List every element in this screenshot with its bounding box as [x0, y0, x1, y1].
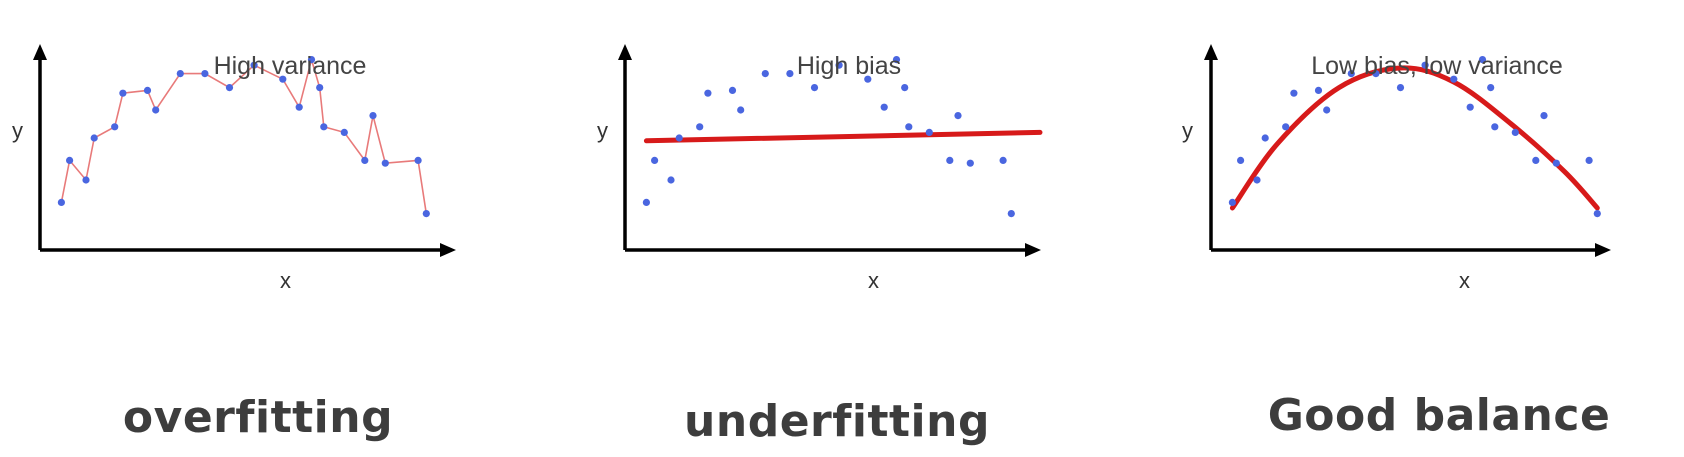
data-point — [320, 123, 328, 131]
x-axis-label: x — [868, 268, 879, 293]
data-point — [90, 134, 98, 142]
y-axis-label: y — [597, 118, 608, 143]
y-axis-label: y — [1182, 118, 1193, 143]
data-point — [1450, 75, 1458, 83]
y-axis-arrowhead — [1204, 44, 1218, 60]
data-point — [642, 198, 650, 206]
data-point — [201, 70, 209, 78]
chart-panel-good-balance: Low bias, low variance y x Good balance — [1171, 0, 1684, 457]
data-point — [1396, 84, 1405, 92]
caption-good-balance: Good balance — [1267, 390, 1611, 441]
data-point — [651, 156, 659, 164]
x-axis-arrowhead — [1025, 243, 1041, 257]
data-point — [82, 176, 90, 184]
caption-overfitting: overfitting — [122, 392, 394, 443]
data-point — [1540, 112, 1548, 120]
data-point — [737, 106, 745, 114]
data-point — [1323, 106, 1331, 114]
data-point — [307, 56, 316, 64]
chart-title: Low bias, low variance — [1311, 52, 1563, 80]
data-point — [667, 176, 675, 184]
data-point — [279, 75, 287, 83]
overfit-line — [60, 56, 428, 214]
data-point — [381, 159, 389, 167]
data-point — [761, 70, 769, 78]
y-axis-label: y — [12, 118, 23, 143]
data-point — [728, 86, 737, 94]
data-point — [250, 61, 258, 69]
data-point — [1253, 176, 1261, 184]
data-point — [954, 112, 962, 120]
data-point — [892, 56, 901, 64]
data-point — [1372, 70, 1380, 78]
data-point — [675, 134, 683, 142]
data-point — [1228, 198, 1236, 206]
chart-panel-high-variance: High variance y x overfitting — [0, 0, 561, 457]
data-point — [176, 70, 184, 78]
data-point — [1237, 156, 1245, 164]
data-point — [1552, 159, 1560, 167]
x-axis-arrowhead — [1595, 243, 1611, 257]
x-axis-arrowhead — [440, 243, 456, 257]
data-point — [1511, 128, 1519, 136]
linear-fit-line — [643, 129, 1043, 144]
y-axis-arrowhead — [33, 44, 47, 60]
data-point — [1491, 123, 1499, 131]
chart-panel-high-bias: High bias y x underfitting — [585, 0, 1146, 457]
data-point — [925, 128, 933, 136]
quadratic-fit-curve — [1229, 65, 1600, 211]
chart-title: High variance — [213, 52, 367, 80]
data-point — [295, 103, 303, 111]
data-point — [704, 89, 712, 97]
data-point — [786, 70, 794, 78]
data-point — [1487, 84, 1495, 92]
data-point — [340, 128, 348, 136]
x-axis-label: x — [280, 268, 291, 293]
data-point — [1532, 156, 1540, 164]
data-point — [1421, 61, 1429, 69]
data-point — [422, 210, 430, 218]
data-point — [1282, 123, 1290, 131]
data-point — [1007, 210, 1015, 218]
high-variance-chart — [33, 44, 456, 257]
data-point — [1478, 56, 1487, 64]
data-point — [810, 84, 819, 92]
data-point — [1347, 70, 1355, 78]
data-point — [1593, 210, 1601, 218]
data-point — [361, 156, 369, 164]
good-balance-chart — [1204, 44, 1611, 257]
data-point — [1314, 86, 1323, 94]
data-point — [966, 159, 974, 167]
y-axis-arrowhead — [618, 44, 632, 60]
data-point — [835, 61, 843, 69]
caption-underfitting: underfitting — [684, 396, 990, 447]
data-point — [111, 123, 119, 131]
data-point — [1585, 156, 1593, 164]
data-point — [143, 86, 152, 94]
data-point — [369, 112, 377, 120]
data-point — [57, 198, 65, 206]
data-point — [880, 103, 888, 111]
chart-title: High bias — [796, 52, 902, 80]
data-point — [864, 75, 872, 83]
data-point — [1466, 103, 1474, 111]
data-point — [66, 156, 74, 164]
data-point — [946, 156, 954, 164]
data-point — [1290, 89, 1298, 97]
data-point — [999, 156, 1007, 164]
data-point — [414, 156, 422, 164]
x-axis-label: x — [1459, 268, 1470, 293]
data-point — [316, 84, 324, 92]
data-point — [152, 106, 160, 114]
data-point — [119, 89, 127, 97]
data-point — [901, 84, 909, 92]
data-point — [905, 123, 913, 131]
high-bias-chart — [618, 44, 1043, 257]
data-point — [225, 84, 234, 92]
data-point — [1261, 134, 1269, 142]
data-point — [696, 123, 704, 131]
